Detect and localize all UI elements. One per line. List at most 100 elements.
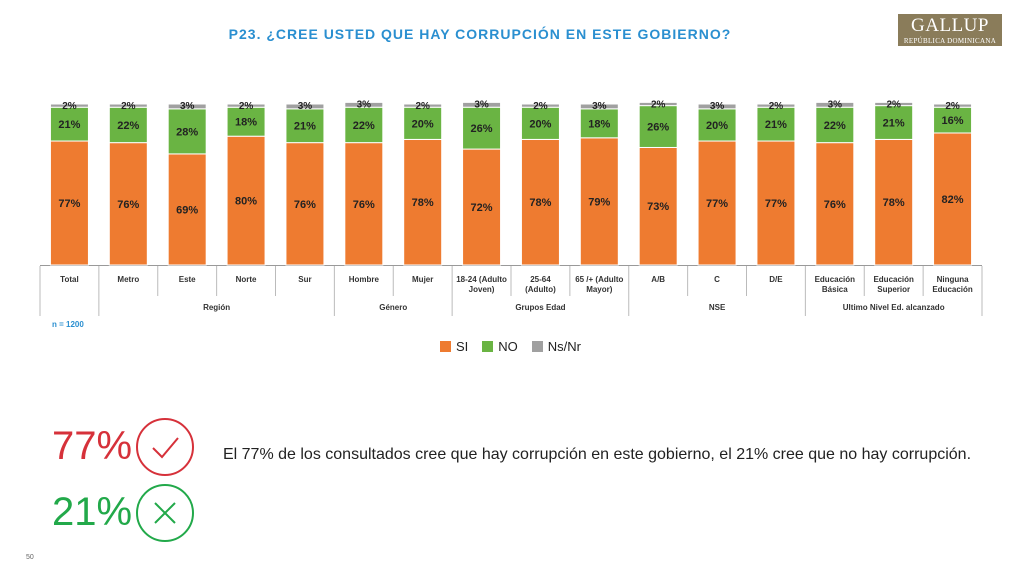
bar-nsnr-10 — [638, 101, 678, 107]
data-label-no-12: 21% — [765, 119, 787, 131]
bar-si-12 — [756, 140, 796, 266]
data-label-nsnr-4: 3% — [298, 101, 313, 112]
bar-nsnr-8 — [520, 103, 560, 108]
bar-no-0 — [49, 106, 89, 142]
bar-nsnr-9 — [579, 103, 619, 110]
category-label-8-1: (Adulto) — [525, 285, 556, 294]
chart-legend: SI NO Ns/Nr — [440, 337, 581, 355]
data-label-nsnr-0: 2% — [62, 101, 77, 112]
category-label-6-0: Mujer — [412, 275, 433, 284]
category-label-9-0: 65 /+ (Adulto — [575, 275, 623, 284]
category-label-11-0: C — [714, 275, 720, 284]
bar-si-2 — [167, 153, 207, 266]
data-label-si-7: 72% — [471, 202, 493, 214]
data-label-si-6: 78% — [412, 197, 434, 209]
data-label-si-11: 77% — [706, 198, 728, 210]
data-label-nsnr-9: 3% — [592, 101, 607, 112]
bar-si-6 — [403, 138, 443, 266]
legend-item-nsnr: Ns/Nr — [531, 338, 582, 354]
data-label-si-9: 79% — [588, 196, 610, 208]
data-label-no-3: 18% — [235, 117, 257, 129]
data-label-no-9: 18% — [588, 118, 610, 130]
data-label-no-4: 21% — [294, 121, 316, 133]
category-label-12-0: D/E — [769, 275, 783, 284]
data-label-no-15: 16% — [942, 115, 964, 127]
data-label-nsnr-5: 3% — [357, 99, 372, 110]
data-label-no-8: 20% — [529, 118, 551, 130]
data-label-nsnr-15: 2% — [945, 101, 960, 112]
category-label-3-0: Norte — [236, 275, 257, 284]
gallup-logo: GALLUP REPÚBLICA DOMINICANA — [898, 14, 1002, 46]
data-label-nsnr-13: 3% — [828, 99, 843, 110]
data-label-nsnr-1: 2% — [121, 101, 136, 112]
data-label-nsnr-8: 2% — [533, 101, 548, 112]
legend-item-si: SI — [440, 339, 468, 354]
data-label-nsnr-7: 3% — [474, 99, 489, 110]
bar-no-13 — [815, 106, 855, 144]
data-label-si-1: 76% — [117, 199, 139, 211]
data-label-si-10: 73% — [647, 201, 669, 213]
data-label-si-8: 78% — [529, 197, 551, 209]
category-label-4-0: Sur — [298, 275, 311, 284]
bar-si-8 — [520, 138, 560, 266]
data-label-no-2: 28% — [176, 126, 198, 138]
group-label-2: Género — [379, 303, 407, 312]
data-label-nsnr-11: 3% — [710, 101, 725, 112]
bar-si-7 — [462, 148, 502, 266]
data-label-no-7: 26% — [471, 123, 493, 135]
bar-nsnr-14 — [874, 101, 914, 107]
bar-nsnr-12 — [756, 103, 796, 108]
data-label-si-0: 77% — [58, 198, 80, 210]
category-label-9-1: Mayor) — [586, 285, 613, 294]
data-label-no-11: 20% — [706, 120, 728, 132]
bar-si-5 — [344, 142, 384, 266]
data-label-no-14: 21% — [883, 118, 905, 130]
bar-si-4 — [285, 142, 325, 266]
bar-nsnr-13 — [815, 101, 855, 108]
data-label-no-10: 26% — [647, 122, 669, 134]
bar-no-5 — [344, 106, 384, 144]
no-percentage: 21% — [52, 490, 133, 534]
data-label-nsnr-14: 2% — [886, 99, 901, 110]
group-label-4: NSE — [709, 303, 726, 312]
bar-nsnr-15 — [933, 103, 973, 108]
category-label-7-1: Joven) — [469, 285, 495, 294]
data-label-si-13: 76% — [824, 199, 846, 211]
sample-size-note: n = 1200 — [52, 320, 84, 329]
bar-nsnr-0 — [49, 103, 89, 108]
bar-si-13 — [815, 142, 855, 266]
yes-percentage: 77% — [52, 424, 133, 468]
category-label-14-1: Superior — [877, 285, 910, 294]
bar-si-14 — [874, 138, 914, 266]
group-label-5: Ultimo Nivel Ed. alcanzado — [843, 303, 945, 312]
data-label-si-3: 80% — [235, 196, 257, 208]
data-label-si-4: 76% — [294, 199, 316, 211]
legend-label-nsnr: Ns/Nr — [547, 338, 582, 354]
bar-nsnr-4 — [285, 103, 325, 110]
data-label-nsnr-3: 2% — [239, 101, 254, 112]
data-label-no-1: 22% — [117, 120, 139, 132]
bar-nsnr-2 — [167, 103, 207, 110]
category-label-13-1: Básica — [822, 285, 848, 294]
bar-no-12 — [756, 106, 796, 142]
group-label-1: Región — [203, 303, 230, 312]
bar-nsnr-5 — [344, 101, 384, 108]
data-label-nsnr-2: 3% — [180, 101, 195, 112]
category-label-14-0: Educación — [873, 275, 914, 284]
data-label-no-5: 22% — [353, 120, 375, 132]
category-label-1-0: Metro — [117, 275, 139, 284]
data-label-nsnr-12: 2% — [769, 101, 784, 112]
bar-nsnr-3 — [226, 103, 266, 108]
data-label-si-15: 82% — [942, 194, 964, 206]
page-number: 50 — [26, 554, 34, 561]
bar-no-7 — [462, 106, 502, 150]
data-label-si-2: 69% — [176, 204, 198, 216]
category-label-0-0: Total — [60, 275, 79, 284]
bar-nsnr-1 — [108, 103, 148, 108]
legend-swatch-si — [440, 340, 451, 352]
bar-si-11 — [697, 140, 737, 266]
data-label-si-5: 76% — [353, 199, 375, 211]
legend-label-no: NO — [498, 338, 518, 354]
category-label-7-0: 18-24 (Adulto — [456, 275, 507, 284]
group-label-3: Grupos Edad — [515, 303, 565, 312]
